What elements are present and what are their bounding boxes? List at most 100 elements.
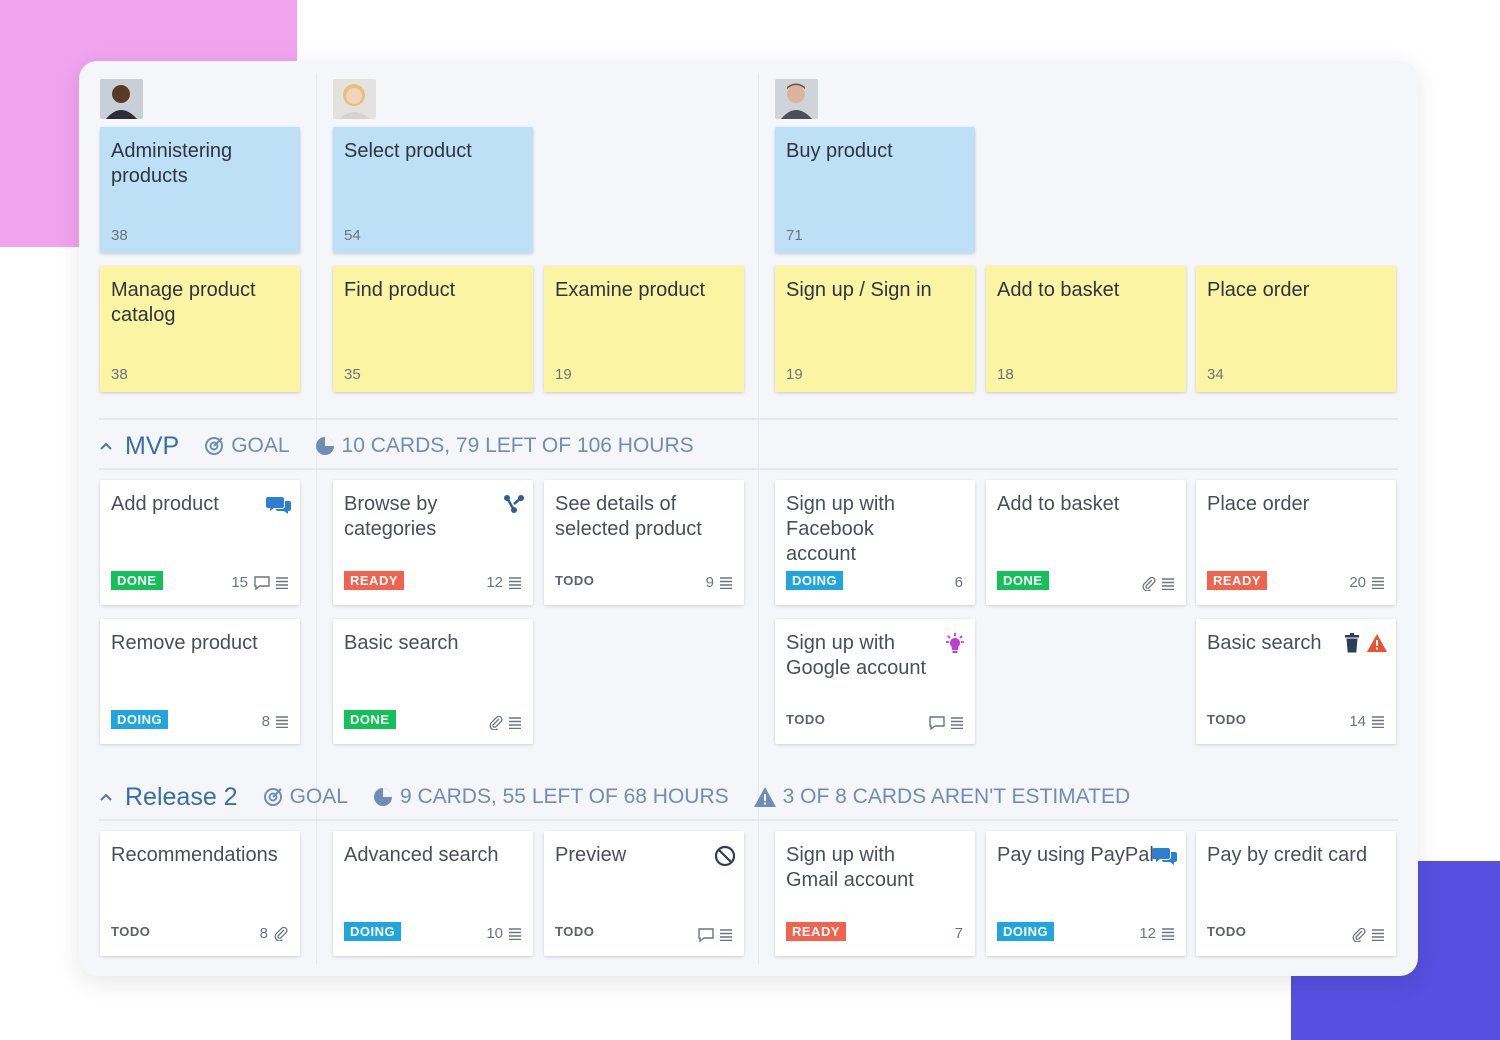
details-lines-icon bbox=[1372, 576, 1384, 589]
chat-bubbles-icon bbox=[266, 497, 291, 514]
story-card[interactable]: Place order READY 20 bbox=[1196, 480, 1396, 605]
story-card[interactable]: Pay by credit card TODO bbox=[1196, 831, 1396, 956]
goal-label: GOAL bbox=[289, 785, 348, 808]
details-lines-icon bbox=[276, 715, 288, 728]
step-title: Find product bbox=[344, 279, 456, 301]
status-badge: TODO bbox=[786, 712, 826, 727]
story-card[interactable]: Recommendations TODO 8 bbox=[100, 831, 300, 956]
details-lines-icon bbox=[509, 927, 521, 940]
step-card[interactable]: Place order 34 bbox=[1196, 266, 1396, 392]
details-lines-icon bbox=[276, 576, 288, 589]
blocked-icon bbox=[714, 845, 736, 867]
activity-card[interactable]: Select product 54 bbox=[333, 127, 533, 253]
card-title: Advanced search bbox=[344, 844, 499, 866]
release-name: MVP bbox=[125, 431, 180, 460]
step-count: 34 bbox=[1207, 366, 1224, 383]
details-lines-icon bbox=[1162, 927, 1174, 940]
paperclip-icon bbox=[274, 926, 288, 941]
story-card[interactable]: Advanced search DOING 10 bbox=[333, 831, 533, 956]
status-badge: READY bbox=[1207, 571, 1268, 590]
card-title: Basic search bbox=[1207, 632, 1322, 654]
avatar[interactable] bbox=[333, 79, 376, 119]
status-badge: READY bbox=[786, 922, 847, 941]
story-map-board: Administering products 38 Select product… bbox=[79, 61, 1418, 976]
collapse-toggle[interactable]: MVP bbox=[99, 432, 179, 461]
card-title: Browse by categories bbox=[344, 493, 438, 540]
paperclip-icon bbox=[1142, 577, 1156, 591]
story-card[interactable]: Add product DONE 15 bbox=[100, 480, 300, 605]
details-lines-icon bbox=[1372, 715, 1384, 728]
release-goal[interactable]: GOAL bbox=[203, 434, 290, 458]
hours: 8 bbox=[261, 713, 270, 730]
step-card[interactable]: Sign up / Sign in 19 bbox=[775, 266, 975, 392]
step-card[interactable]: Manage product catalog 38 bbox=[100, 266, 300, 392]
step-title: Sign up / Sign in bbox=[786, 279, 932, 301]
activity-card[interactable]: Administering products 38 bbox=[100, 127, 300, 253]
hours: 12 bbox=[1139, 925, 1156, 942]
step-card[interactable]: Find product 35 bbox=[333, 266, 533, 392]
story-card[interactable]: Preview TODO bbox=[544, 831, 744, 956]
status-badge: DONE bbox=[344, 710, 396, 729]
summary-text: 9 CARDS, 55 LEFT OF 68 HOURS bbox=[399, 785, 729, 808]
comment-icon bbox=[254, 575, 270, 590]
story-card[interactable]: Remove product DOING 8 bbox=[100, 619, 300, 744]
status-badge: DOING bbox=[786, 571, 844, 590]
activity-title: Administering products bbox=[111, 140, 233, 187]
summary-text: 10 CARDS, 79 LEFT OF 106 HOURS bbox=[341, 434, 694, 457]
details-lines-icon bbox=[951, 717, 963, 729]
story-card[interactable]: Basic search TODO 14 bbox=[1196, 619, 1396, 744]
story-card[interactable]: Add to basket DONE bbox=[986, 480, 1186, 605]
details-lines-icon bbox=[509, 717, 521, 729]
activity-count: 38 bbox=[111, 227, 128, 244]
status-badge: TODO bbox=[555, 924, 595, 939]
release-summary: 9 CARDS, 55 LEFT OF 68 HOURS bbox=[372, 785, 729, 809]
column-divider bbox=[758, 73, 759, 964]
avatar[interactable] bbox=[100, 79, 143, 119]
step-card[interactable]: Examine product 19 bbox=[544, 266, 744, 392]
card-title: Add to basket bbox=[997, 493, 1120, 515]
step-count: 19 bbox=[555, 366, 572, 383]
status-badge: DOING bbox=[111, 710, 169, 729]
trash-icon bbox=[1345, 633, 1359, 653]
story-card[interactable]: Sign up with Gmail account READY 7 bbox=[775, 831, 975, 956]
step-title: Manage product catalog bbox=[111, 279, 256, 326]
story-card[interactable]: Pay using PayPal DOING 12 bbox=[986, 831, 1186, 956]
story-card[interactable]: Sign up with Facebook account DOING 6 bbox=[775, 480, 975, 605]
activity-card[interactable]: Buy product 71 bbox=[775, 127, 975, 253]
warning-text: 3 OF 8 CARDS AREN'T ESTIMATED bbox=[782, 785, 1131, 808]
card-title: Remove product bbox=[111, 632, 258, 654]
step-card[interactable]: Add to basket 18 bbox=[986, 266, 1186, 392]
collapse-toggle[interactable]: Release 2 bbox=[99, 783, 238, 812]
warning-icon bbox=[753, 787, 776, 807]
details-lines-icon bbox=[1372, 929, 1384, 941]
story-card[interactable]: Sign up with Google account TODO bbox=[775, 619, 975, 744]
card-title: Sign up with Facebook account bbox=[786, 493, 895, 565]
chat-bubbles-icon bbox=[1152, 848, 1177, 865]
target-icon bbox=[205, 437, 224, 455]
hours: 7 bbox=[954, 925, 963, 942]
release-goal[interactable]: GOAL bbox=[262, 785, 348, 809]
activity-title: Buy product bbox=[786, 140, 893, 162]
avatar[interactable] bbox=[775, 79, 818, 119]
hours: 14 bbox=[1349, 713, 1366, 730]
details-lines-icon bbox=[1162, 578, 1174, 590]
story-card[interactable]: See details of selected product TODO 9 bbox=[544, 480, 744, 605]
comment-icon bbox=[698, 928, 714, 942]
paperclip-icon bbox=[489, 716, 503, 730]
release-header-mvp: MVP GOAL 10 CARDS, 79 LEFT OF 106 HOURS bbox=[99, 429, 718, 463]
status-badge: DONE bbox=[111, 571, 163, 590]
chevron-up-icon bbox=[100, 442, 112, 450]
comment-icon bbox=[929, 716, 945, 730]
hours: 15 bbox=[231, 574, 248, 591]
step-count: 18 bbox=[997, 366, 1014, 383]
divider bbox=[99, 418, 1398, 420]
story-card[interactable]: Basic search DONE bbox=[333, 619, 533, 744]
hours: 12 bbox=[486, 574, 503, 591]
step-title: Examine product bbox=[555, 279, 706, 301]
status-badge: TODO bbox=[1207, 924, 1247, 939]
details-lines-icon bbox=[509, 576, 521, 589]
column-divider bbox=[316, 73, 317, 964]
activity-count: 54 bbox=[344, 227, 361, 244]
status-badge: TODO bbox=[1207, 712, 1247, 727]
story-card[interactable]: Browse by categories READY 12 bbox=[333, 480, 533, 605]
